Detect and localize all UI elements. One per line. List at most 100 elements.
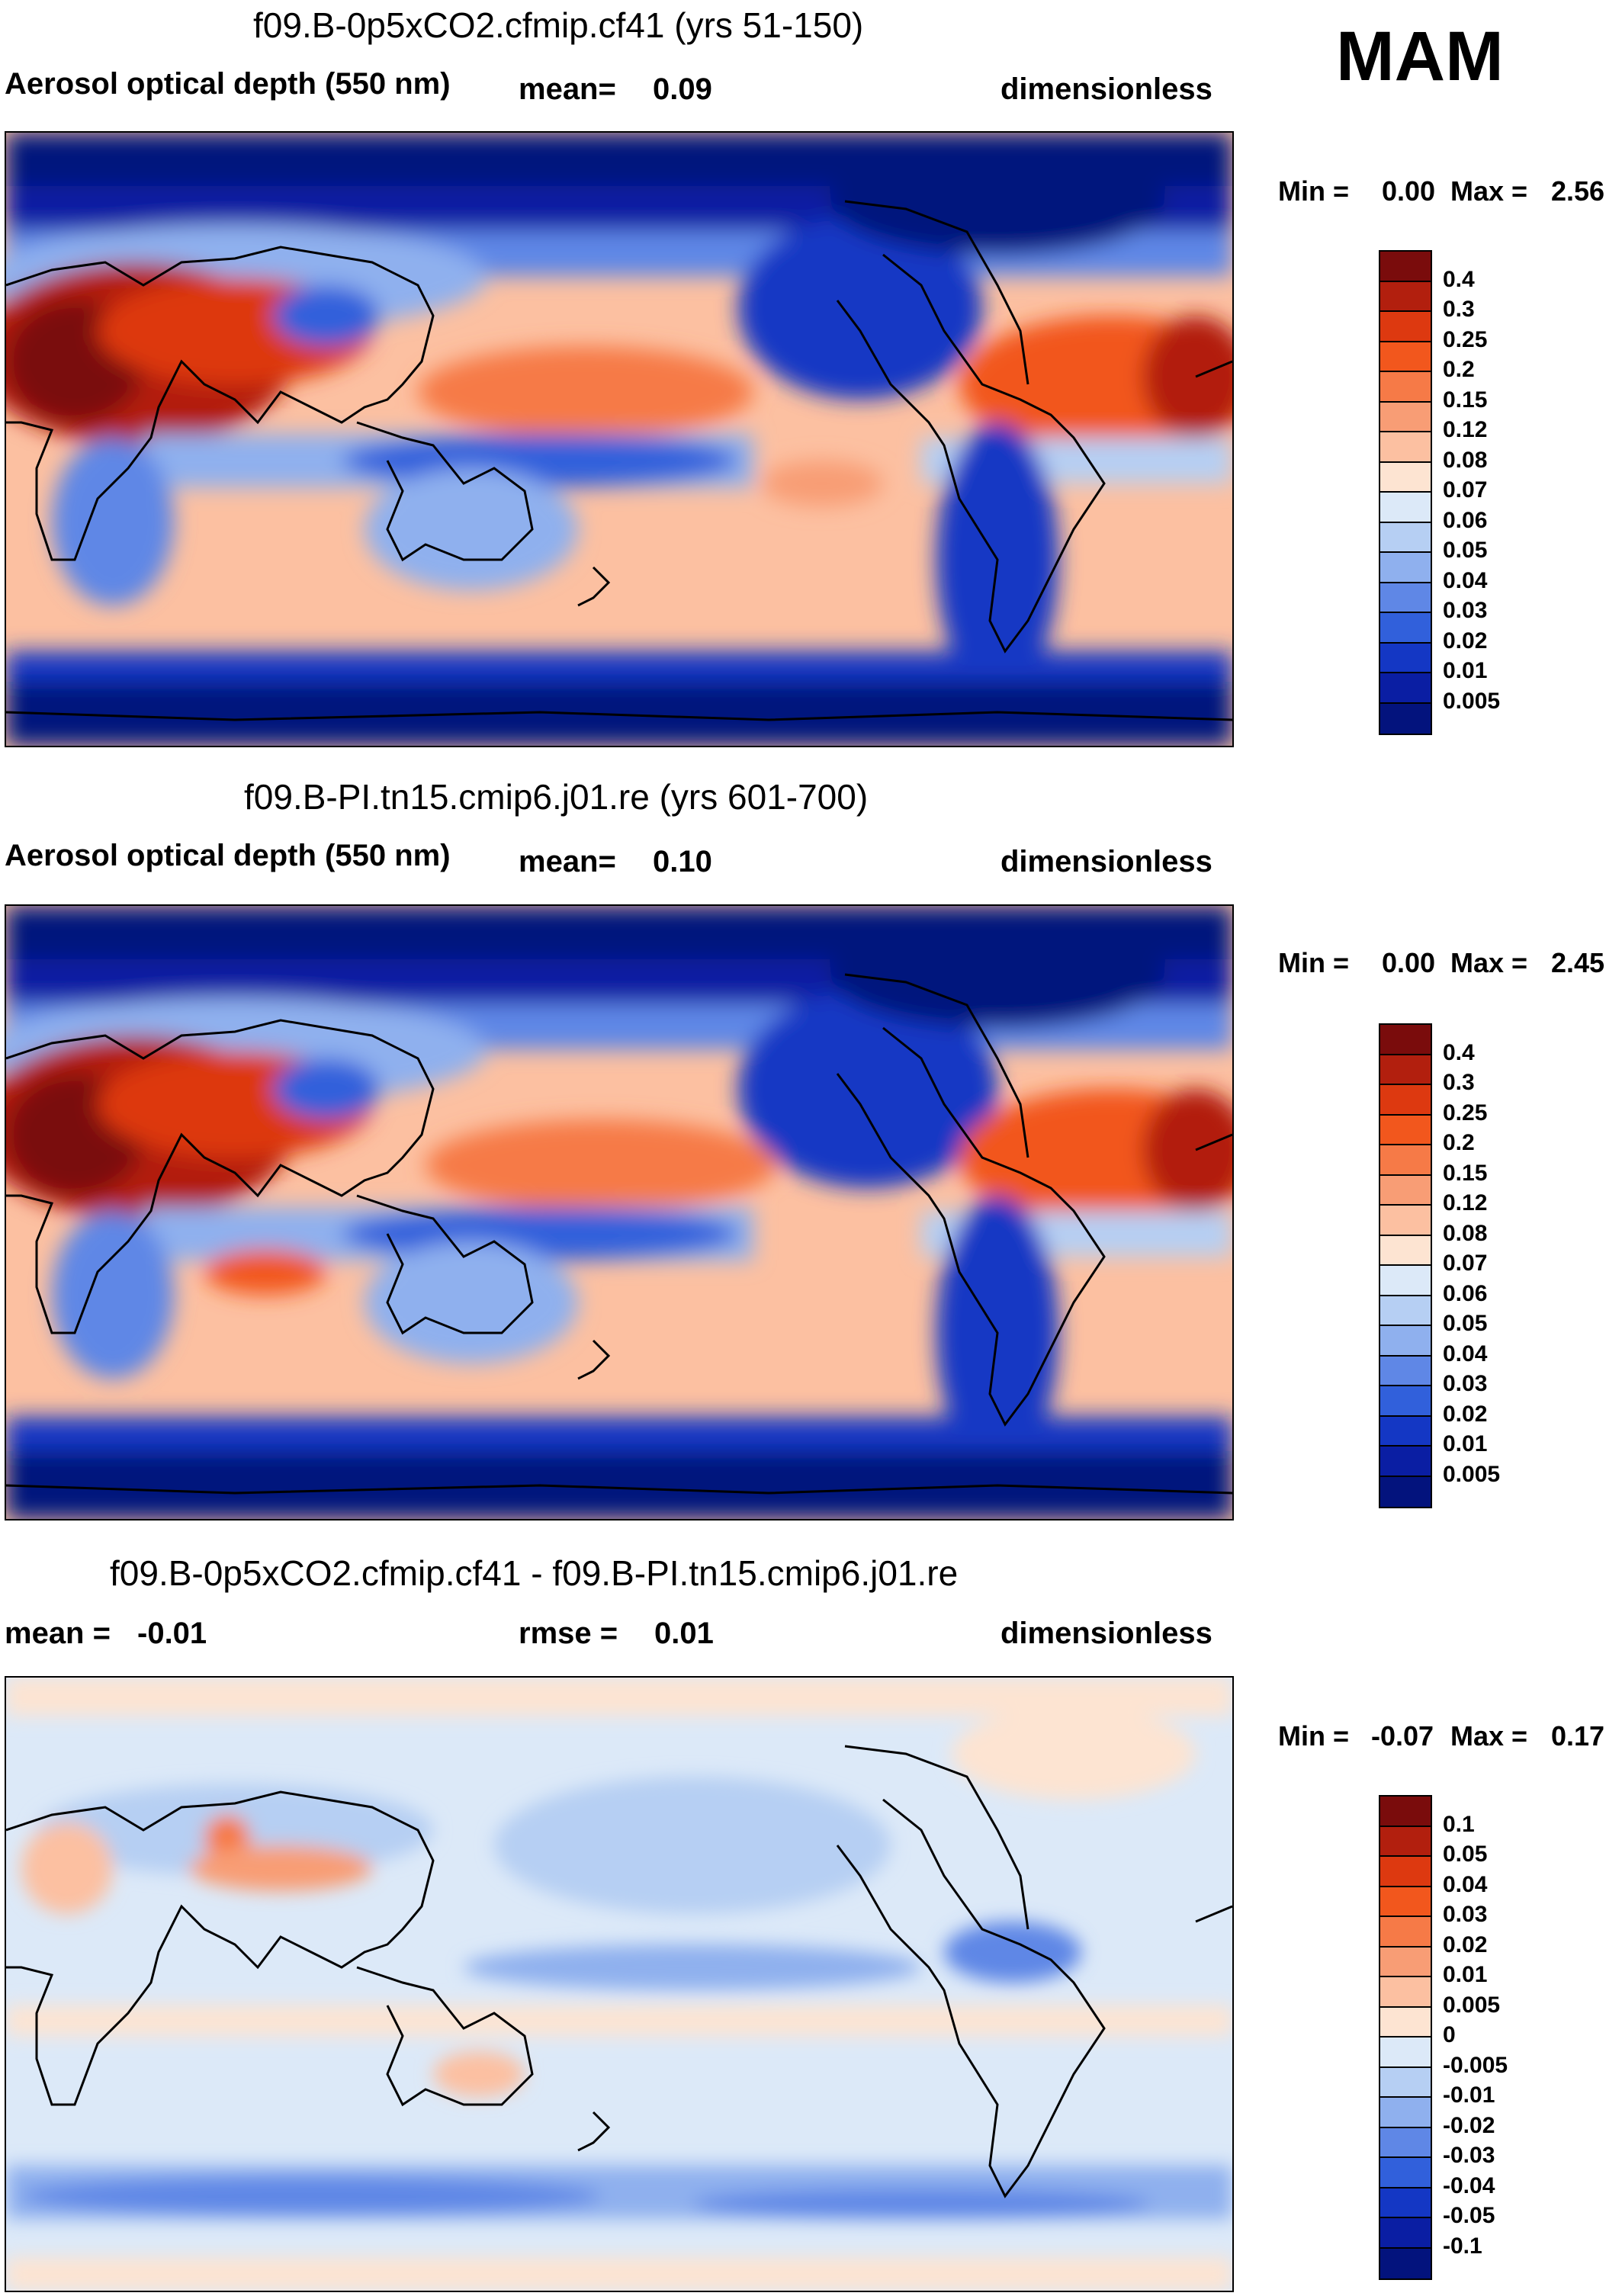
colorbar-swatch — [1380, 522, 1431, 553]
panel-1-max-label: Max = — [1450, 175, 1528, 207]
colorbar-swatch — [1380, 1175, 1431, 1206]
colorbar-swatch — [1380, 1386, 1431, 1417]
colorbar-tick-label: 0.4 — [1443, 1039, 1475, 1065]
panel-3-max-label: Max = — [1450, 1720, 1528, 1752]
colorbar-tick-label: 0.01 — [1443, 658, 1488, 683]
colorbar-swatch — [1380, 342, 1431, 372]
colorbar-tick-label: 0.05 — [1443, 1311, 1488, 1336]
colorbar-tick-label: 0.03 — [1443, 1902, 1488, 1927]
panel-2-units: dimensionless — [1001, 845, 1212, 878]
season-label: MAM — [1336, 18, 1504, 95]
colorbar-swatch — [1380, 1887, 1431, 1917]
colorbar-swatch — [1380, 1826, 1431, 1857]
colorbar-tick-label: 0.1 — [1443, 1811, 1475, 1837]
colorbar-swatch — [1380, 493, 1431, 523]
colorbar-tick-label: 0.02 — [1443, 1932, 1488, 1957]
colorbar-swatch — [1380, 2098, 1431, 2128]
colorbar-swatch — [1380, 583, 1431, 613]
colorbar-tick-label: 0.15 — [1443, 1160, 1488, 1186]
colorbar-swatch — [1380, 462, 1431, 493]
panel-3-mean-label: mean = — [5, 1617, 111, 1650]
colorbar-swatch — [1380, 643, 1431, 673]
panel-3-mean-value: -0.01 — [137, 1617, 207, 1650]
panel-1-min-value: 0.00 — [1382, 175, 1436, 207]
colorbar-swatch — [1380, 1447, 1431, 1477]
colorbar-tick-label: 0.25 — [1443, 1100, 1488, 1126]
colorbar-swatch — [1380, 673, 1431, 704]
colorbar-swatch — [1380, 1476, 1431, 1507]
panel-3-title: f09.B-0p5xCO2.cfmip.cf41 - f09.B-PI.tn15… — [110, 1553, 959, 1593]
colorbar-tick-label: 0.4 — [1443, 266, 1475, 292]
colorbar-swatch — [1380, 2067, 1431, 2098]
colorbar-swatch — [1380, 252, 1431, 282]
colorbar-tick-label: 0.01 — [1443, 1431, 1488, 1456]
colorbar-tick-label: 0.06 — [1443, 1280, 1488, 1306]
colorbar-tick-label: 0.02 — [1443, 628, 1488, 653]
panel-3-colorbar — [1379, 1795, 1432, 2280]
colorbar-tick-label: -0.005 — [1443, 2052, 1508, 2078]
panel-3-min-label: Min = — [1278, 1720, 1350, 1752]
colorbar-swatch — [1380, 613, 1431, 644]
colorbar-tick-label: 0.005 — [1443, 1992, 1501, 2018]
panel-3-rmse-label: rmse = — [519, 1617, 618, 1650]
colorbar-tick-label: 0.08 — [1443, 447, 1488, 473]
colorbar-tick-label: 0.06 — [1443, 507, 1488, 533]
colorbar-swatch — [1380, 1797, 1431, 1827]
colorbar-swatch — [1380, 1947, 1431, 1977]
panel-3-min-value: -0.07 — [1371, 1720, 1434, 1752]
colorbar-tick-label: -0.03 — [1443, 2143, 1495, 2168]
colorbar-tick-label: 0.25 — [1443, 326, 1488, 352]
colorbar-swatch — [1380, 402, 1431, 432]
colorbar-swatch — [1380, 1025, 1431, 1055]
colorbar-tick-label: 0.08 — [1443, 1220, 1488, 1246]
colorbar-tick-label: 0.01 — [1443, 1962, 1488, 1987]
colorbar-swatch — [1380, 1235, 1431, 1266]
colorbar-swatch — [1380, 703, 1431, 734]
panel-2-max-value: 2.45 — [1551, 947, 1605, 978]
colorbar-tick-label: -0.01 — [1443, 2082, 1495, 2108]
colorbar-swatch — [1380, 1085, 1431, 1116]
colorbar-swatch — [1380, 2218, 1431, 2249]
colorbar-tick-label: -0.05 — [1443, 2203, 1495, 2228]
colorbar-tick-label: -0.1 — [1443, 2233, 1482, 2259]
panel-3-map — [5, 1676, 1234, 2292]
panel-1-title: f09.B-0p5xCO2.cfmip.cf41 (yrs 51-150) — [253, 5, 864, 45]
colorbar-tick-label: 0.07 — [1443, 1251, 1488, 1276]
colorbar-swatch — [1380, 1206, 1431, 1236]
panel-2-colorbar — [1379, 1023, 1432, 1508]
colorbar-tick-label: 0.04 — [1443, 1871, 1488, 1897]
colorbar-tick-label: 0.3 — [1443, 297, 1475, 322]
colorbar-swatch — [1380, 1356, 1431, 1386]
panel-1-max-value: 2.56 — [1551, 175, 1605, 207]
colorbar-tick-label: 0.04 — [1443, 567, 1488, 593]
colorbar-tick-label: 0.07 — [1443, 477, 1488, 503]
panel-1-map — [5, 131, 1234, 747]
colorbar-swatch — [1380, 1055, 1431, 1085]
colorbar-swatch — [1380, 1266, 1431, 1296]
panel-1-colorbar — [1379, 250, 1432, 735]
panel-1-units: dimensionless — [1001, 72, 1212, 106]
colorbar-swatch — [1380, 553, 1431, 583]
colorbar-tick-label: 0.12 — [1443, 1190, 1488, 1215]
panel-1-mean-value: 0.09 — [653, 72, 712, 106]
colorbar-tick-label: 0.12 — [1443, 417, 1488, 442]
colorbar-tick-label: 0.2 — [1443, 357, 1475, 382]
panel-3-rmse-value: 0.01 — [654, 1617, 714, 1650]
colorbar-tick-label: 0.05 — [1443, 538, 1488, 563]
colorbar-swatch — [1380, 2007, 1431, 2037]
panel-2-mean-value: 0.10 — [653, 845, 712, 878]
colorbar-swatch — [1380, 1416, 1431, 1447]
panel-2-mean-label: mean= — [519, 845, 616, 878]
panel-1-min-label: Min = — [1278, 175, 1350, 207]
colorbar-swatch — [1380, 2248, 1431, 2278]
colorbar-tick-label: -0.04 — [1443, 2172, 1495, 2198]
colorbar-tick-label: 0.005 — [1443, 1461, 1501, 1487]
colorbar-tick-label: 0.03 — [1443, 598, 1488, 623]
panel-2-map — [5, 904, 1234, 1520]
colorbar-tick-label: 0.03 — [1443, 1371, 1488, 1396]
colorbar-swatch — [1380, 432, 1431, 463]
colorbar-swatch — [1380, 1115, 1431, 1145]
panel-2-title: f09.B-PI.tn15.cmip6.j01.re (yrs 601-700) — [244, 777, 869, 817]
colorbar-swatch — [1380, 2188, 1431, 2218]
colorbar-tick-label: 0.15 — [1443, 387, 1488, 413]
